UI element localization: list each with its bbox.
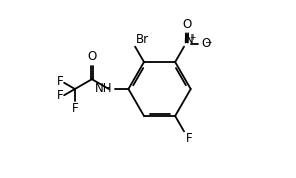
Text: N: N	[185, 33, 194, 46]
Text: O: O	[201, 37, 210, 50]
Text: F: F	[72, 102, 78, 115]
Text: +: +	[189, 33, 196, 42]
Text: F: F	[186, 132, 192, 145]
Text: O: O	[182, 18, 192, 31]
Text: NH: NH	[95, 82, 112, 95]
Text: F: F	[57, 89, 63, 102]
Text: O: O	[87, 50, 96, 63]
Text: −: −	[205, 37, 212, 46]
Text: F: F	[57, 75, 63, 88]
Text: Br: Br	[136, 33, 149, 46]
